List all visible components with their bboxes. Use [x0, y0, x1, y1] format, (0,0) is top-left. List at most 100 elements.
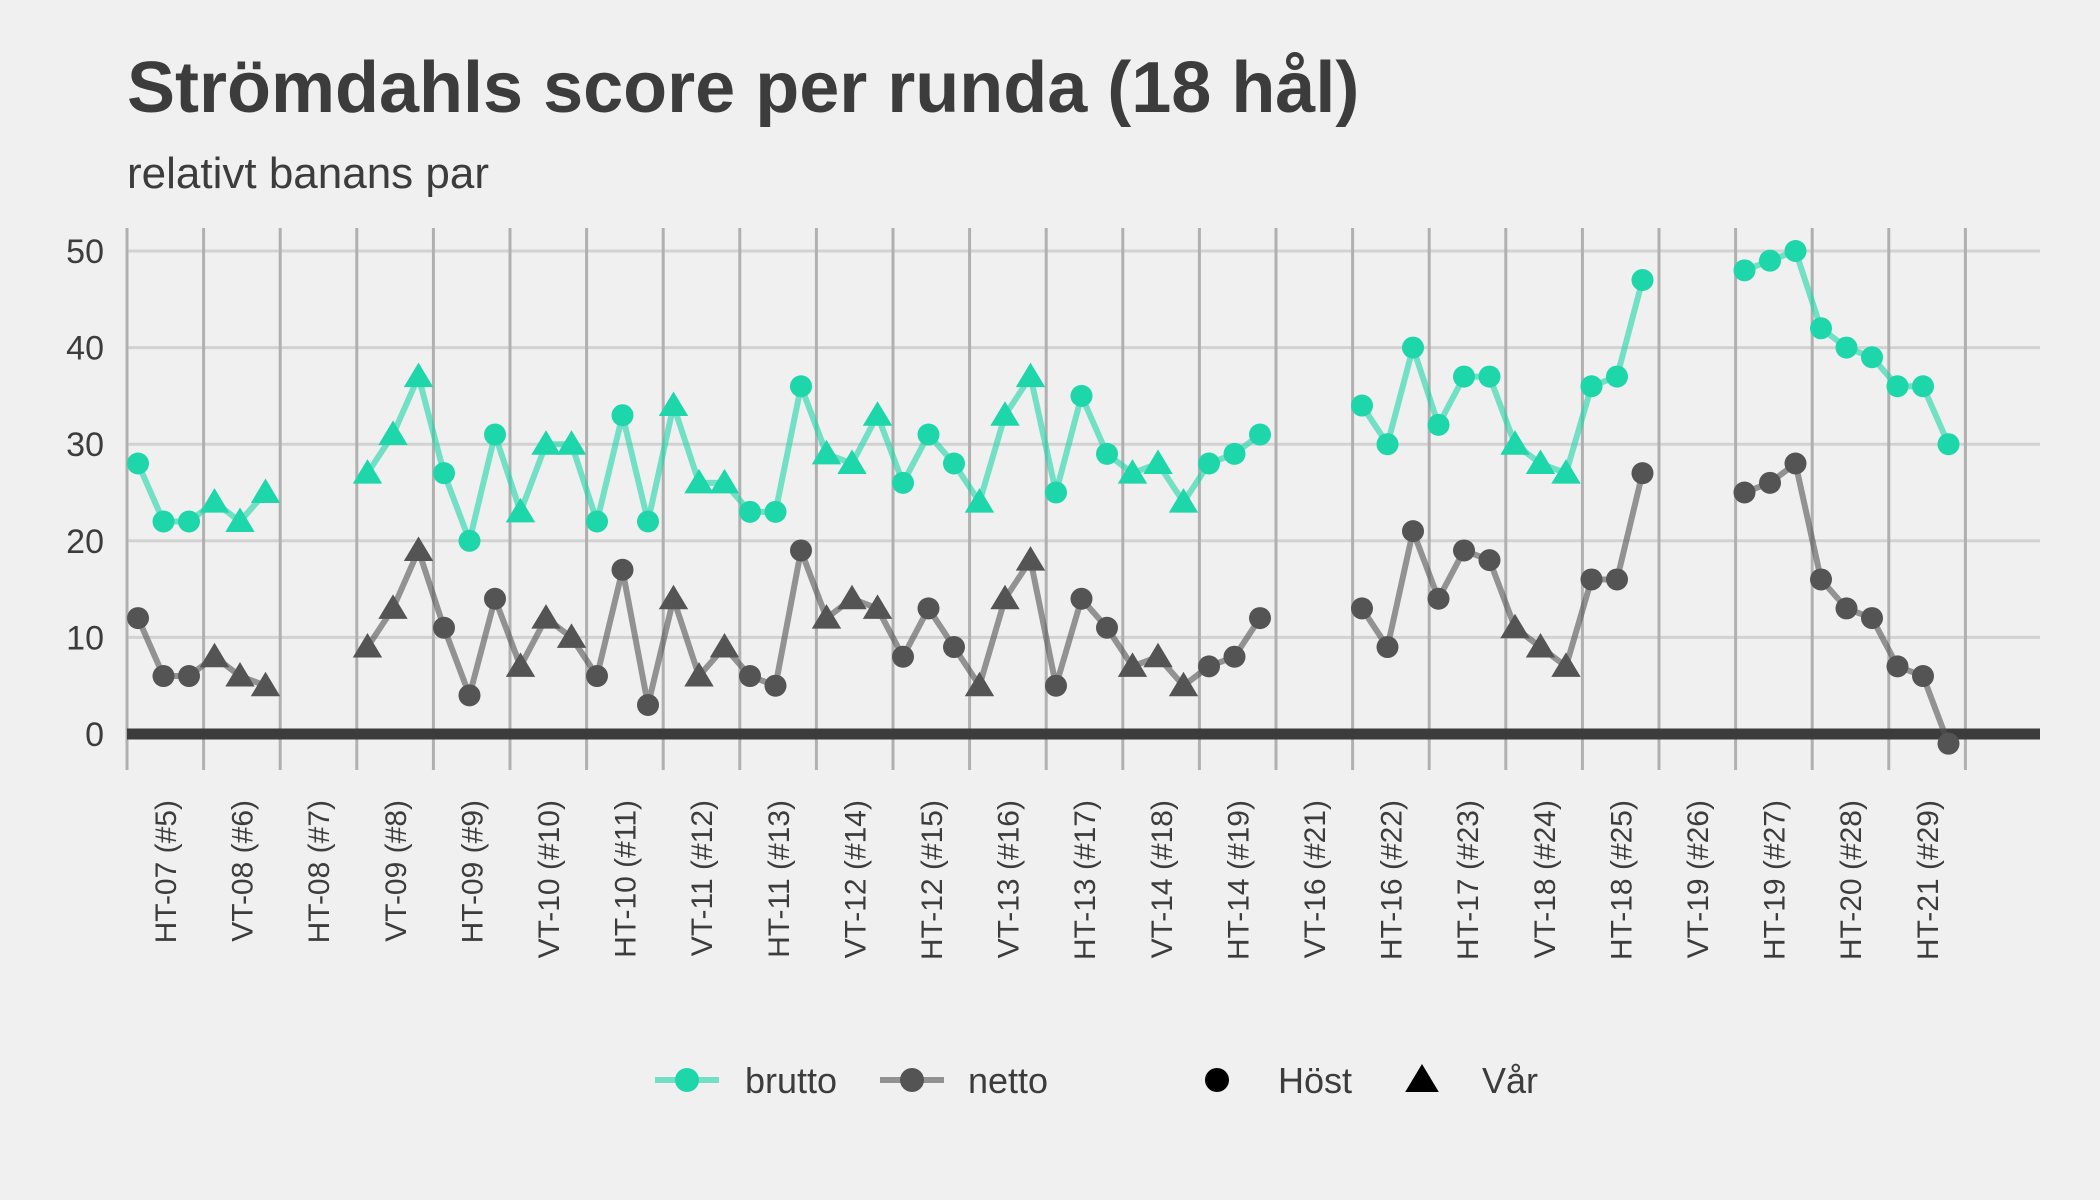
legend-label-brutto: brutto	[745, 1060, 837, 1101]
point-netto	[586, 665, 608, 688]
point-netto	[790, 539, 812, 562]
x-tick-label: VT-18 (#24)	[1529, 800, 1562, 958]
point-brutto	[178, 510, 200, 533]
point-brutto	[1525, 449, 1556, 475]
point-netto	[1525, 633, 1556, 658]
point-netto	[862, 594, 893, 619]
point-brutto	[1551, 459, 1581, 484]
point-brutto	[484, 423, 506, 446]
x-tick-label: VT-14 (#18)	[1146, 800, 1179, 958]
x-tick-label: HT-14 (#19)	[1222, 800, 1255, 960]
point-brutto	[1351, 394, 1373, 417]
x-tick-label: HT-08 (#7)	[303, 800, 336, 943]
point-netto	[1733, 481, 1756, 504]
x-tick-label: HT-11 (#13)	[763, 800, 796, 958]
point-brutto	[1376, 433, 1399, 456]
point-netto	[505, 652, 536, 677]
point-netto	[1606, 568, 1628, 591]
point-netto	[1117, 652, 1148, 677]
chart-subtitle: relativt banans par	[127, 149, 489, 198]
x-tick-label: HT-17 (#23)	[1452, 800, 1485, 960]
point-netto	[178, 665, 200, 688]
point-brutto	[250, 478, 281, 503]
point-brutto	[1168, 488, 1199, 513]
point-brutto	[152, 510, 175, 533]
point-netto	[1096, 616, 1118, 639]
point-netto	[611, 558, 634, 581]
y-tick-label: 10	[66, 619, 104, 657]
point-brutto	[1198, 452, 1220, 475]
point-brutto	[433, 462, 455, 485]
point-netto	[1861, 607, 1883, 630]
point-brutto	[352, 459, 383, 484]
x-tick-label: HT-07 (#5)	[150, 800, 183, 943]
point-netto	[1223, 645, 1246, 668]
point-netto	[1759, 471, 1781, 494]
point-netto	[684, 662, 714, 687]
point-netto	[917, 597, 940, 620]
point-netto	[250, 671, 281, 697]
point-brutto	[1402, 336, 1424, 359]
point-netto	[199, 642, 230, 668]
point-brutto	[1070, 384, 1093, 407]
point-brutto	[199, 488, 230, 513]
point-brutto	[1631, 268, 1654, 291]
legend: brutto netto Höst Vår	[655, 1060, 1538, 1101]
x-tick-label: VT-11 (#12)	[686, 800, 719, 956]
legend-marker-netto	[900, 1068, 924, 1092]
point-netto	[1835, 597, 1858, 620]
point-brutto	[739, 500, 761, 523]
y-axis: 0 10 20 30 40 50	[66, 233, 104, 754]
point-brutto	[403, 362, 434, 388]
point-brutto	[1096, 442, 1118, 465]
x-tick-label: HT-10 (#11)	[610, 800, 643, 958]
x-tick-label: HT-21 (#29)	[1912, 800, 1945, 960]
point-brutto	[1784, 240, 1807, 262]
point-brutto	[458, 529, 481, 552]
point-brutto	[764, 500, 787, 523]
point-brutto	[1759, 249, 1781, 272]
point-netto	[1351, 597, 1373, 620]
x-tick-label: HT-12 (#15)	[916, 800, 949, 960]
point-netto	[458, 684, 481, 707]
point-netto	[225, 662, 255, 687]
point-netto	[152, 665, 175, 688]
point-brutto	[892, 471, 914, 494]
x-axis: HT-07 (#5) VT-08 (#6) HT-08 (#7) VT-09 (#8)…	[150, 800, 1945, 960]
legend-marker-triangle	[1405, 1064, 1439, 1092]
x-tick-label: HT-20 (#28)	[1835, 800, 1868, 960]
point-netto	[1070, 587, 1093, 610]
point-brutto	[586, 510, 608, 533]
point-netto	[1249, 607, 1271, 630]
point-netto	[433, 616, 455, 639]
y-tick-label: 40	[66, 330, 104, 368]
point-netto	[964, 671, 995, 697]
point-brutto	[1223, 442, 1246, 465]
series-line-brutto	[364, 373, 1262, 544]
point-netto	[837, 584, 867, 610]
point-netto	[1478, 549, 1501, 572]
point-netto	[1551, 652, 1581, 677]
legend-marker-brutto	[675, 1068, 699, 1092]
point-netto	[943, 636, 965, 659]
point-netto	[739, 665, 761, 688]
point-brutto	[990, 401, 1020, 426]
point-brutto	[862, 401, 893, 426]
x-tick-label: VT-16 (#21)	[1299, 800, 1332, 958]
point-brutto	[964, 488, 995, 513]
point-brutto	[1886, 375, 1909, 398]
x-tick-label: VT-19 (#26)	[1682, 800, 1715, 958]
point-brutto	[225, 507, 255, 532]
point-brutto	[1143, 449, 1173, 475]
y-tick-label: 20	[66, 523, 104, 561]
point-brutto	[1861, 346, 1883, 369]
point-brutto	[658, 391, 689, 417]
x-tick-label: VT-12 (#14)	[839, 800, 872, 958]
point-brutto	[1249, 423, 1271, 446]
point-brutto	[1453, 365, 1475, 388]
point-brutto	[837, 449, 867, 475]
point-brutto	[1606, 365, 1628, 388]
point-brutto	[684, 468, 714, 494]
point-brutto	[943, 452, 965, 475]
point-netto	[1500, 613, 1530, 639]
